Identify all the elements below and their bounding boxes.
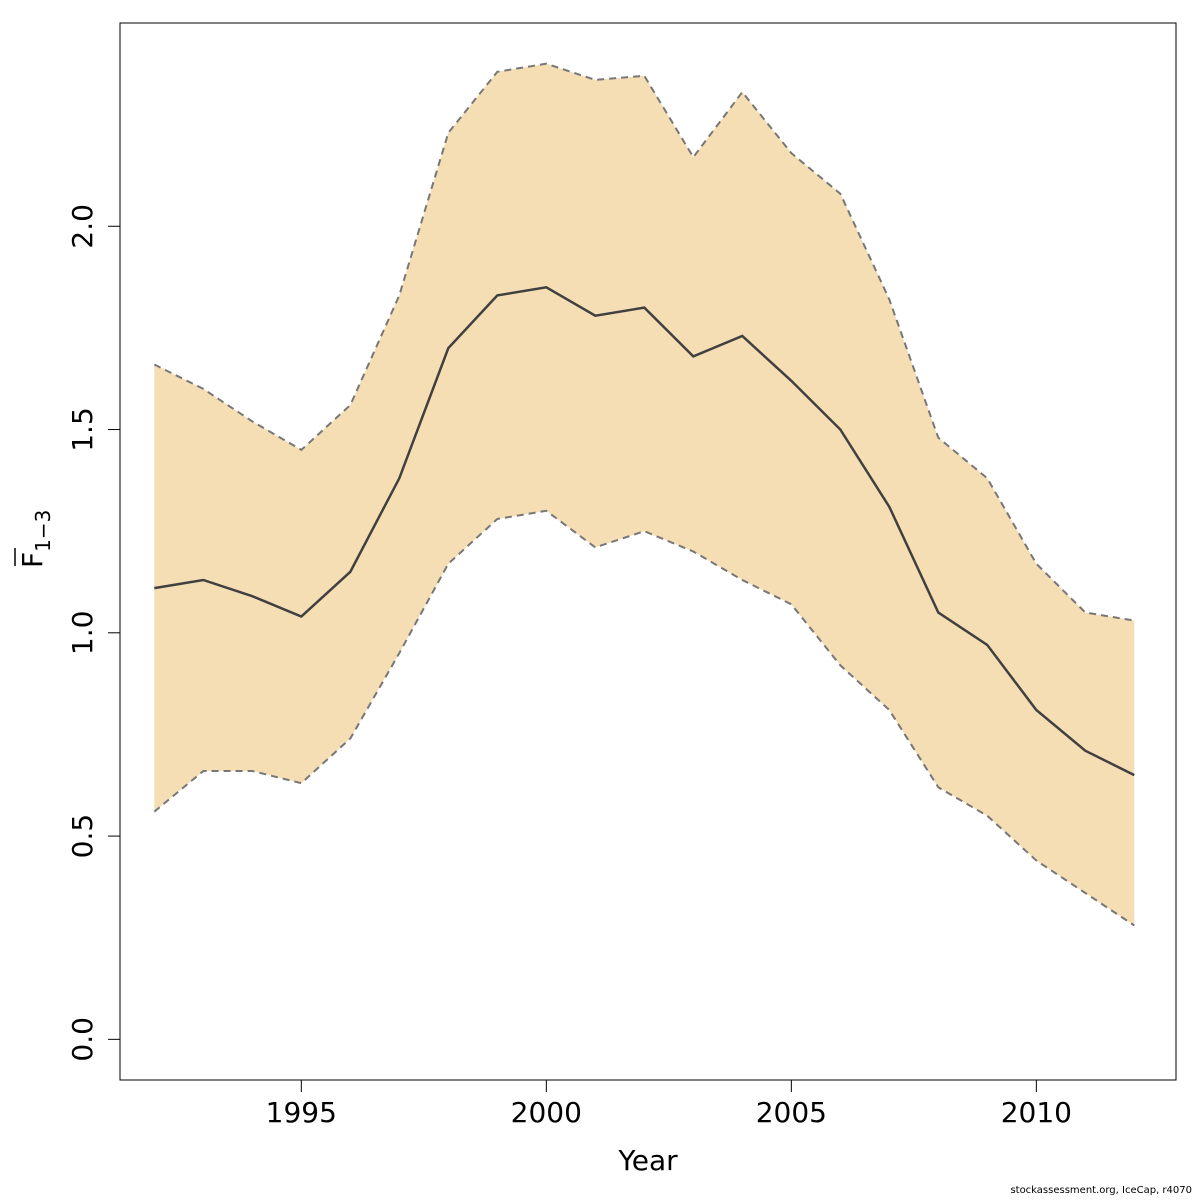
x-tick-label: 2005 xyxy=(756,1096,827,1129)
x-tick-label: 2010 xyxy=(1001,1096,1072,1129)
y-axis-label-sub: 1−3 xyxy=(31,510,55,552)
y-axis-label-main: F xyxy=(16,552,49,568)
y-axis-label: F1−3 xyxy=(14,510,55,568)
svg-text:F1−3: F1−3 xyxy=(16,510,55,568)
estimate-line xyxy=(154,285,1135,777)
x-axis: 1995 2000 2005 2010 xyxy=(266,1080,1072,1129)
x-axis-label: Year xyxy=(617,1144,678,1177)
y-tick-label: 1.5 xyxy=(66,407,99,452)
plot-area xyxy=(153,62,1135,927)
y-axis: 0.0 0.5 1.0 1.5 2.0 xyxy=(66,204,120,1062)
upper-bound-line xyxy=(153,62,1135,622)
confidence-band xyxy=(154,63,1135,926)
x-tick-label: 2000 xyxy=(511,1096,582,1129)
lower-bound-line xyxy=(153,509,1135,927)
y-tick-label: 1.0 xyxy=(66,611,99,656)
footer-credit: stockassessment.org, IceCap, r4070 xyxy=(1010,1185,1192,1196)
plot-frame xyxy=(119,22,1177,1081)
x-tick-label: 1995 xyxy=(266,1096,337,1129)
y-tick-label: 2.0 xyxy=(66,204,99,249)
y-tick-label: 0.0 xyxy=(66,1017,99,1062)
y-tick-label: 0.5 xyxy=(66,814,99,859)
